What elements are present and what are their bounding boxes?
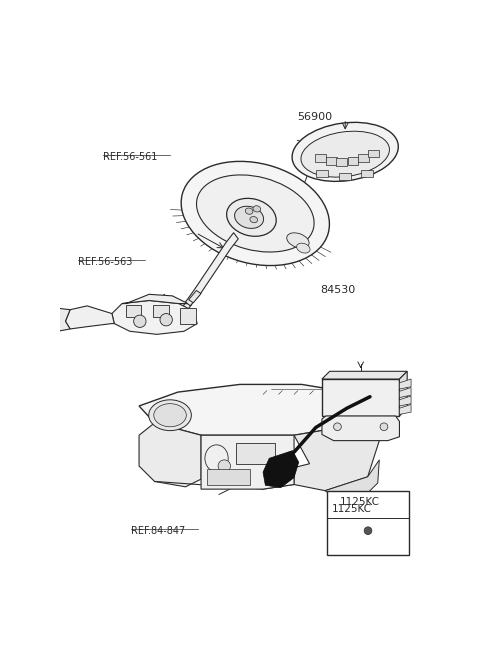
Text: 84530: 84530 bbox=[321, 285, 356, 295]
Circle shape bbox=[364, 527, 372, 535]
Polygon shape bbox=[399, 396, 411, 406]
Ellipse shape bbox=[292, 122, 398, 182]
Polygon shape bbox=[322, 379, 399, 416]
Polygon shape bbox=[263, 451, 299, 487]
Text: 1125KC: 1125KC bbox=[332, 504, 372, 514]
Polygon shape bbox=[294, 423, 379, 491]
Bar bbox=[360, 171, 373, 176]
Bar bbox=[126, 305, 142, 318]
Ellipse shape bbox=[149, 400, 192, 430]
Ellipse shape bbox=[287, 233, 309, 248]
Text: 1125KC: 1125KC bbox=[339, 497, 379, 507]
Circle shape bbox=[334, 423, 341, 430]
Polygon shape bbox=[122, 295, 188, 304]
Text: REF.84-847: REF.84-847 bbox=[132, 526, 186, 536]
Bar bbox=[336, 158, 347, 166]
Polygon shape bbox=[399, 379, 411, 389]
Ellipse shape bbox=[196, 175, 314, 252]
Ellipse shape bbox=[253, 206, 261, 212]
Polygon shape bbox=[399, 371, 407, 416]
Bar bbox=[236, 443, 275, 464]
Polygon shape bbox=[65, 306, 114, 329]
Bar bbox=[180, 308, 196, 323]
Polygon shape bbox=[201, 435, 294, 489]
Bar bbox=[207, 469, 250, 485]
Circle shape bbox=[218, 472, 230, 483]
Ellipse shape bbox=[235, 206, 264, 228]
Polygon shape bbox=[139, 384, 379, 435]
Polygon shape bbox=[399, 405, 411, 415]
Bar bbox=[316, 171, 328, 176]
Text: 56900: 56900 bbox=[297, 112, 333, 121]
Bar bbox=[315, 154, 326, 162]
Bar bbox=[327, 491, 409, 554]
Polygon shape bbox=[186, 233, 238, 306]
Bar bbox=[339, 173, 351, 180]
Bar bbox=[326, 157, 336, 165]
Polygon shape bbox=[322, 416, 399, 441]
Circle shape bbox=[133, 315, 146, 327]
Bar bbox=[368, 150, 379, 157]
Polygon shape bbox=[322, 371, 407, 379]
Polygon shape bbox=[139, 423, 201, 487]
Ellipse shape bbox=[245, 208, 253, 215]
Polygon shape bbox=[50, 308, 70, 331]
Bar bbox=[348, 157, 359, 165]
Text: REF.56-561: REF.56-561 bbox=[103, 152, 157, 162]
Ellipse shape bbox=[181, 161, 329, 266]
Circle shape bbox=[380, 423, 388, 430]
Ellipse shape bbox=[227, 198, 276, 236]
Bar bbox=[359, 154, 369, 162]
Ellipse shape bbox=[297, 243, 310, 253]
Circle shape bbox=[218, 460, 230, 472]
Ellipse shape bbox=[154, 403, 186, 427]
Ellipse shape bbox=[301, 131, 389, 177]
Polygon shape bbox=[112, 300, 197, 335]
Polygon shape bbox=[189, 291, 201, 303]
Text: REF.56-563: REF.56-563 bbox=[78, 256, 132, 266]
Circle shape bbox=[160, 314, 172, 326]
Bar bbox=[153, 305, 168, 318]
Polygon shape bbox=[325, 460, 379, 502]
Polygon shape bbox=[399, 388, 411, 398]
Ellipse shape bbox=[250, 216, 258, 223]
